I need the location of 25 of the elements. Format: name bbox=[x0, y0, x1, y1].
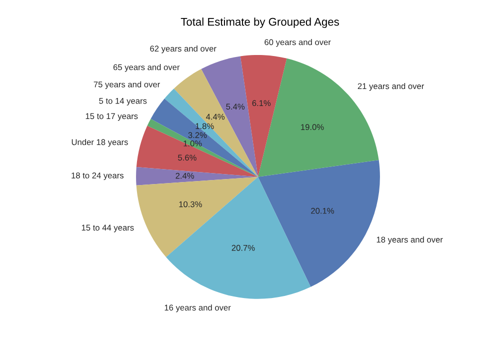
data-label: 19.0% bbox=[301, 124, 324, 130]
data-label: 5.6% bbox=[178, 154, 196, 161]
slice-label: 62 years and over bbox=[150, 45, 216, 54]
data-label: 20.7% bbox=[232, 244, 255, 251]
slice-label: 18 years and over bbox=[376, 236, 443, 244]
slice-label: 15 to 17 years bbox=[86, 113, 138, 121]
slice-label: 65 years and over bbox=[113, 64, 180, 72]
slice-label: 5 to 14 years bbox=[99, 98, 147, 106]
chart-title: Total Estimate by Grouped Ages bbox=[180, 18, 339, 28]
slice-label: 18 to 24 years bbox=[72, 172, 124, 180]
data-label: 20.1% bbox=[311, 208, 334, 214]
data-label: 1.0% bbox=[184, 140, 202, 146]
data-label: 6.1% bbox=[252, 100, 271, 106]
slice-label: 15 to 44 years bbox=[82, 224, 134, 232]
slice-label: 75 years and over bbox=[94, 81, 160, 90]
pie-slice bbox=[136, 167, 258, 186]
data-label: 4.4% bbox=[206, 114, 225, 120]
data-label: 10.3% bbox=[179, 201, 202, 208]
data-label: 2.4% bbox=[176, 172, 194, 179]
slice-label: 16 years and over bbox=[164, 304, 231, 312]
slice-label: 21 years and over bbox=[358, 82, 424, 91]
data-label: 5.4% bbox=[226, 104, 245, 110]
data-label: 3.2% bbox=[188, 132, 207, 138]
slice-label: Under 18 years bbox=[72, 138, 128, 147]
slice-label: 60 years and over bbox=[264, 39, 331, 47]
